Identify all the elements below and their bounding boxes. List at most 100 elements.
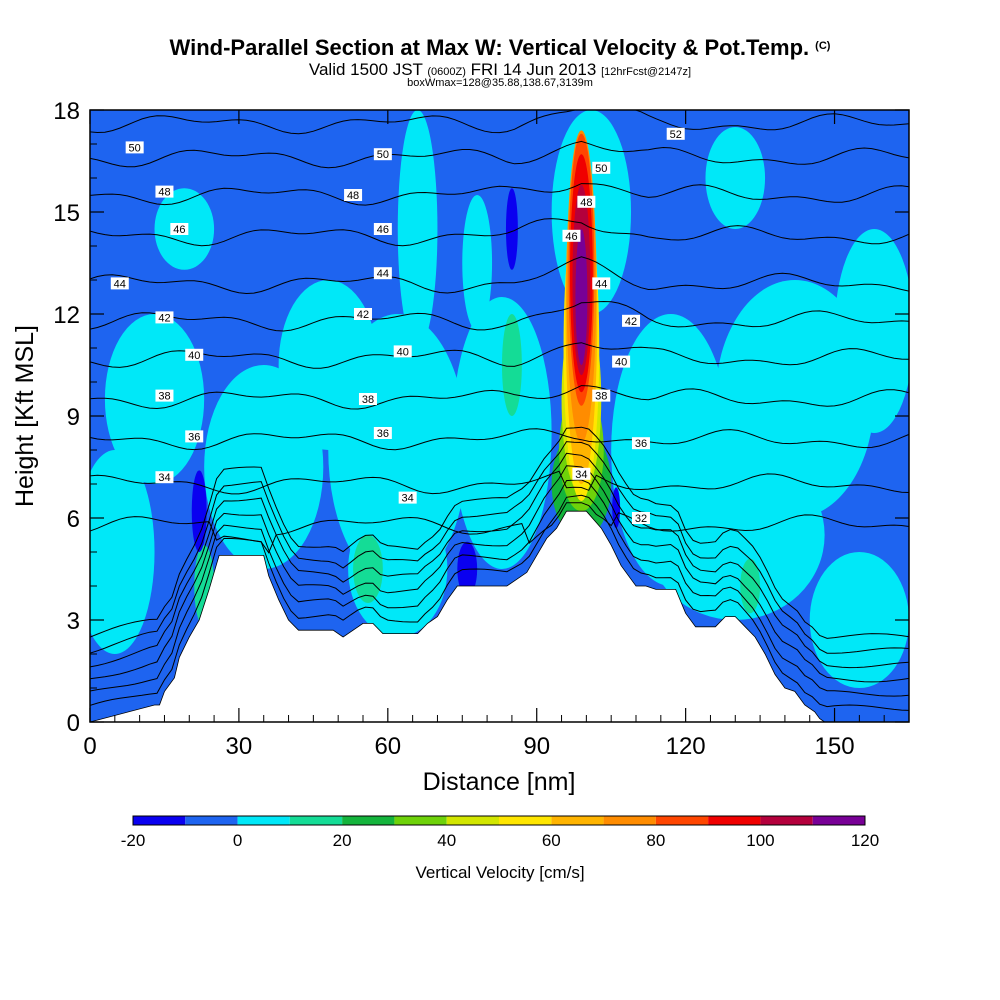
y-tick-label: 18 xyxy=(53,98,80,125)
colorbar-swatch xyxy=(551,816,604,825)
svg-text:38: 38 xyxy=(595,391,607,403)
contour-label: 36 xyxy=(631,437,650,450)
svg-text:40: 40 xyxy=(397,346,409,358)
svg-text:40: 40 xyxy=(615,357,627,369)
svg-text:44: 44 xyxy=(595,278,607,290)
isentrope-line xyxy=(90,140,909,169)
y-tick-label: 9 xyxy=(67,404,80,431)
contour-label: 42 xyxy=(155,311,174,324)
isentrope-line xyxy=(90,300,909,332)
copyright-mark: (C) xyxy=(815,40,831,52)
forecast-info: [12hrFcst@2147z] xyxy=(601,66,692,78)
velocity-region xyxy=(204,365,324,569)
contour-label: 44 xyxy=(110,277,129,290)
velocity-region xyxy=(505,188,518,270)
isentrope-line xyxy=(90,426,909,639)
contour-label: 36 xyxy=(373,427,392,440)
colorbar: -20 0 20 40 60 80 100 120 xyxy=(121,815,879,850)
isentrope-line xyxy=(90,494,909,711)
velocity-region xyxy=(462,195,493,331)
contour-label: 44 xyxy=(373,267,392,280)
velocity-region xyxy=(809,552,909,688)
svg-text:50: 50 xyxy=(377,149,389,161)
x-tick-label: 30 xyxy=(226,733,253,760)
velocity-region xyxy=(397,110,438,348)
y-tick-label: 15 xyxy=(53,200,80,227)
contour-label: 40 xyxy=(185,348,204,362)
colorbar-swatch xyxy=(185,816,238,825)
valid-time: Valid 1500 JST xyxy=(308,60,423,79)
velocity-region xyxy=(575,229,588,365)
svg-text:42: 42 xyxy=(357,309,369,321)
svg-text:36: 36 xyxy=(635,438,647,450)
isentrope-line xyxy=(90,385,909,410)
colorbar-tick-label: 100 xyxy=(746,831,774,850)
isentrope-line xyxy=(90,428,909,451)
contour-label: 34 xyxy=(572,467,591,481)
isentrope-line xyxy=(90,465,909,683)
colorbar-frame xyxy=(132,815,866,826)
chart-title: Wind-Parallel Section at Max W: Vertical… xyxy=(0,35,1000,61)
y-tick-label: 12 xyxy=(53,302,80,329)
contour-label: 42 xyxy=(354,308,372,321)
contour-label: 34 xyxy=(155,471,174,484)
velocity-region xyxy=(834,229,909,433)
contour-label: 50 xyxy=(125,141,144,154)
svg-text:44: 44 xyxy=(114,278,126,290)
svg-text:38: 38 xyxy=(362,394,374,406)
velocity-region xyxy=(452,297,552,569)
contour-label: 44 xyxy=(592,277,611,290)
isentrope-line xyxy=(90,470,909,495)
colorbar-swatch xyxy=(812,816,865,825)
colorbar-swatch xyxy=(446,816,499,825)
isentrope-line xyxy=(90,183,909,206)
velocity-region xyxy=(104,314,205,484)
svg-text:44: 44 xyxy=(377,268,389,280)
valid-time-utc: (0600Z) xyxy=(427,66,466,78)
colorbar-swatch xyxy=(655,816,709,825)
svg-text:48: 48 xyxy=(158,187,170,199)
chart-subtitle: Valid 1500 JST (0600Z) FRI 14 Jun 2013 [… xyxy=(0,60,1000,80)
colorbar-swatch xyxy=(603,816,656,825)
contour-label: 38 xyxy=(155,389,174,403)
isentrope-line xyxy=(90,452,909,669)
potential-temperature-contours xyxy=(90,110,909,711)
colorbar-swatch xyxy=(760,816,813,825)
y-tick-label: 3 xyxy=(67,608,80,635)
svg-text:46: 46 xyxy=(377,224,389,236)
svg-text:46: 46 xyxy=(173,224,185,236)
contour-label: 46 xyxy=(373,223,392,236)
isentrope-line xyxy=(90,256,909,295)
colorbar-swatch xyxy=(237,816,290,825)
svg-text:48: 48 xyxy=(580,197,592,209)
x-tick-label: 90 xyxy=(523,733,550,760)
isentrope-line xyxy=(90,502,909,554)
valid-date: FRI 14 Jun 2013 xyxy=(470,60,597,79)
isentrope-line xyxy=(90,342,909,369)
svg-text:46: 46 xyxy=(565,231,577,243)
box-info: boxWmax=128@35.88,138.67,3139m xyxy=(407,77,593,89)
colorbar-tick-label: 0 xyxy=(233,831,242,850)
svg-text:48: 48 xyxy=(347,190,359,202)
colorbar-title: Vertical Velocity [cm/s] xyxy=(415,863,585,882)
colorbar-swatch xyxy=(289,816,343,825)
contour-label: 50 xyxy=(592,161,611,175)
svg-text:42: 42 xyxy=(625,316,637,328)
velocity-region xyxy=(353,535,383,603)
colorbar-tick-label: 80 xyxy=(646,831,665,850)
svg-text:50: 50 xyxy=(595,163,607,175)
x-tick-label: 0 xyxy=(83,733,96,760)
y-tick-label: 0 xyxy=(67,710,80,737)
contour-label: 38 xyxy=(358,393,377,406)
colorbar-swatch xyxy=(394,816,447,825)
colorbar-tick-label: 120 xyxy=(851,831,879,850)
x-axis-title: Distance [nm] xyxy=(423,768,576,796)
velocity-region xyxy=(612,487,621,529)
contour-label: 46 xyxy=(170,223,189,236)
contour-label: 40 xyxy=(612,355,631,369)
contour-label: 50 xyxy=(373,148,392,161)
velocity-region xyxy=(705,127,766,229)
velocity-region xyxy=(90,450,155,654)
